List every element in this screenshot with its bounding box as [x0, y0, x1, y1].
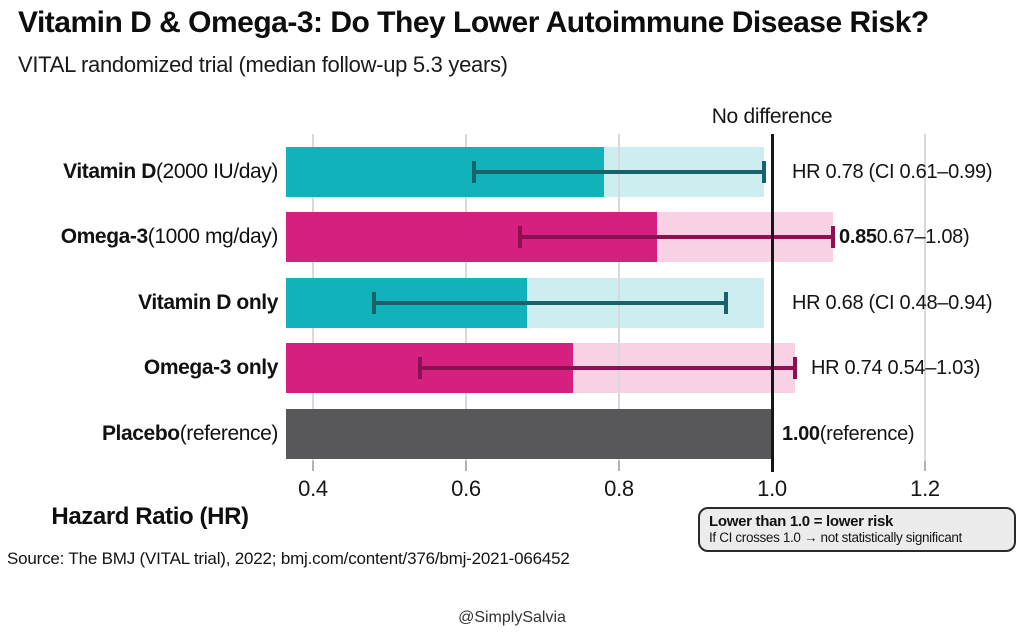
error-bar-vitamin-d	[474, 170, 764, 174]
row-value-bold: 0.85	[839, 225, 877, 248]
error-bar-omega-3	[520, 235, 833, 239]
x-tick-label-0.6: 0.6	[451, 476, 481, 501]
social-handle: @SimplySalvia	[458, 609, 566, 626]
row-label-bold: Omega-3	[60, 225, 148, 248]
error-bar-omega-3-only	[420, 366, 795, 370]
row-label-bold: Vitamin D only	[138, 291, 278, 314]
row-label-rest: (1000 mg/day)	[147, 225, 279, 248]
axis-tick-1.2	[924, 461, 926, 471]
error-cap-low-omega-3	[518, 226, 522, 248]
row-value-rest: 0.67–1.08)	[876, 225, 970, 248]
error-cap-high-omega-3	[831, 226, 835, 248]
error-cap-high-vitamin-d	[762, 161, 766, 183]
page-subtitle: VITAL randomized trial (median follow-up…	[18, 52, 508, 77]
row-value-omega-3: 0.85 0.67–1.08)	[839, 212, 970, 262]
row-value-bold: 1.00	[782, 422, 820, 445]
page-title: Vitamin D & Omega-3: Do They Lower Autoi…	[18, 6, 929, 39]
x-tick-label-0.4: 0.4	[298, 476, 328, 501]
row-value-rest: (reference)	[819, 422, 915, 445]
row-label-omega-3-only: Omega-3 only	[8, 343, 278, 393]
error-cap-high-vitamin-d-only	[724, 292, 728, 314]
legend-note-box: Lower than 1.0 = lower risk If CI crosse…	[698, 507, 1016, 552]
gridline-1.2	[924, 134, 926, 461]
error-cap-high-omega-3-only	[793, 357, 797, 379]
row-value-rest: HR 0.78 (CI 0.61–0.99)	[792, 160, 993, 183]
error-cap-low-vitamin-d	[472, 161, 476, 183]
row-value-rest: HR 0.74 0.54–1.03)	[811, 356, 981, 379]
row-value-vitamin-d: HR 0.78 (CI 0.61–0.99)	[792, 147, 992, 197]
bar-placebo	[286, 409, 772, 459]
row-label-placebo: Placebo (reference)	[8, 409, 278, 459]
row-value-placebo: 1.00 (reference)	[782, 409, 915, 459]
x-axis-title: Hazard Ratio (HR)	[51, 503, 249, 530]
reference-line-label: No difference	[711, 105, 833, 128]
row-label-rest: (2000 IU/day)	[155, 160, 278, 183]
axis-tick-0.8	[618, 461, 620, 471]
x-tick-label-1.0: 1.0	[757, 476, 787, 501]
row-value-omega-3-only: HR 0.74 0.54–1.03)	[811, 343, 980, 393]
error-cap-low-vitamin-d-only	[372, 292, 376, 314]
gridline-0.8	[618, 134, 620, 461]
x-tick-label-0.8: 0.8	[604, 476, 634, 501]
row-label-bold: Placebo	[101, 422, 180, 445]
axis-tick-0.6	[465, 461, 467, 471]
row-label-bold: Omega-3 only	[143, 356, 278, 379]
row-label-vitamin-d: Vitamin D (2000 IU/day)	[8, 147, 278, 197]
row-value-vitamin-d-only: HR 0.68 (CI 0.48–0.94)	[792, 278, 992, 328]
error-bar-vitamin-d-only	[374, 301, 726, 305]
axis-tick-0.4	[312, 461, 314, 471]
row-value-rest: HR 0.68 (CI 0.48–0.94)	[792, 291, 993, 314]
row-label-omega-3: Omega-3 (1000 mg/day)	[8, 212, 279, 262]
error-cap-low-omega-3-only	[418, 357, 422, 379]
row-label-bold: Vitamin D	[63, 160, 156, 183]
note-line-1: Lower than 1.0 = lower risk	[709, 513, 894, 530]
row-label-rest: (reference)	[179, 422, 279, 445]
row-label-vitamin-d-only: Vitamin D only	[8, 278, 278, 328]
note-line-2: If CI crosses 1.0 → not statistically si…	[709, 530, 962, 545]
x-tick-label-1.2: 1.2	[910, 476, 940, 501]
reference-line	[771, 134, 774, 472]
source-citation: Source: The BMJ (VITAL trial), 2022; bmj…	[7, 549, 570, 568]
